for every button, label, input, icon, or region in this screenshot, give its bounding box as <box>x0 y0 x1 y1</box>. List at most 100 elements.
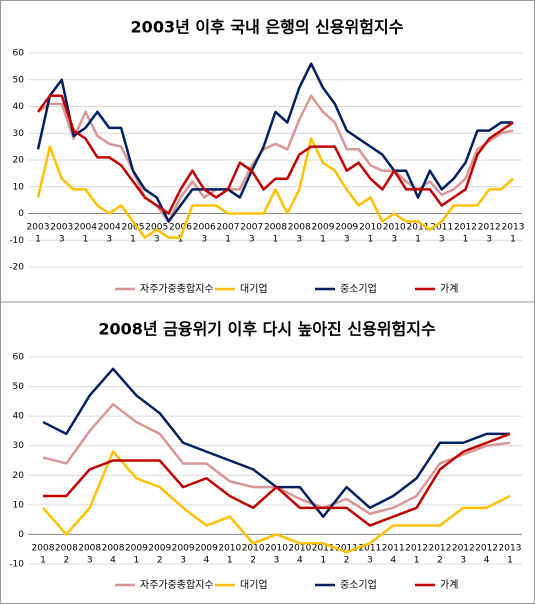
x-tick-quarter: 3 <box>391 234 397 244</box>
x-tick-label: 2004 1 <box>74 222 97 244</box>
x-tick-quarter: 1 <box>463 234 469 244</box>
x-tick-quarter: 1 <box>134 555 140 565</box>
series-line <box>36 94 514 215</box>
x-tick-quarter: 3 <box>486 234 492 244</box>
y-tick-label: 50 <box>13 75 25 85</box>
x-tick-label: 2008 2 <box>55 543 78 565</box>
x-tick-quarter: 3 <box>59 234 65 244</box>
y-tick-label: 60 <box>13 49 25 59</box>
x-tick-quarter: 3 <box>106 234 112 244</box>
x-tick-label: 2006 1 <box>169 222 192 244</box>
x-tick-quarter: 1 <box>414 555 420 565</box>
y-tick-label: 60 <box>13 353 25 363</box>
x-tick-quarter: 1 <box>225 234 231 244</box>
x-tick-label: 2010 1 <box>359 222 382 244</box>
x-tick-quarter: 3 <box>180 555 186 565</box>
x-tick-label: 2007 3 <box>240 222 263 244</box>
x-tick-label: 2012 3 <box>478 222 501 244</box>
legend-label: 대기업 <box>240 282 268 295</box>
y-tick-label: 10 <box>13 182 25 192</box>
legend-label: 자주가중종합지수 <box>140 283 214 295</box>
x-tick-label: 2006 3 <box>193 222 216 244</box>
y-tick-label: 20 <box>13 156 25 166</box>
x-tick-quarter: 1 <box>35 234 41 244</box>
x-tick-quarter: 1 <box>320 234 326 244</box>
legend-label: 대기업 <box>240 578 268 591</box>
x-tick-year: 2010 <box>383 222 406 232</box>
x-tick-year: 2010 <box>218 543 241 553</box>
x-tick-year: 2010 <box>265 543 288 553</box>
x-tick-quarter: 1 <box>320 555 326 565</box>
x-tick-quarter: 3 <box>274 555 280 565</box>
x-tick-label: 2010 1 <box>218 543 241 565</box>
x-tick-year: 2007 <box>217 222 240 232</box>
x-tick-year: 2011 <box>430 222 453 232</box>
x-tick-year: 2004 <box>98 222 121 232</box>
x-tick-quarter: 4 <box>204 555 210 565</box>
x-tick-year: 2008 <box>55 543 78 553</box>
y-tick-label: -20 <box>9 263 24 273</box>
legend-label: 자주가중종합지수 <box>140 579 214 591</box>
x-tick-year: 2008 <box>32 543 55 553</box>
y-tick-label: 50 <box>13 382 25 392</box>
x-tick-quarter: 1 <box>510 234 516 244</box>
x-tick-year: 2011 <box>335 543 358 553</box>
series-line <box>36 137 514 239</box>
x-tick-year: 2013 <box>502 222 525 232</box>
x-tick-quarter: 3 <box>460 555 466 565</box>
x-tick-label: 2009 1 <box>312 222 335 244</box>
x-tick-label: 2008 4 <box>102 543 125 565</box>
x-tick-label: 2009 3 <box>172 543 195 565</box>
x-tick-year: 2003 <box>27 222 50 232</box>
x-tick-label: 2009 1 <box>125 543 148 565</box>
x-tick-year: 2004 <box>74 222 97 232</box>
x-tick-quarter: 3 <box>201 234 207 244</box>
x-tick-label: 2013 1 <box>499 543 522 565</box>
x-tick-year: 2011 <box>407 222 430 232</box>
x-tick-year: 2008 <box>264 222 287 232</box>
x-tick-year: 2006 <box>169 222 192 232</box>
y-tick-label: 0 <box>18 530 24 540</box>
x-tick-quarter: 2 <box>344 555 350 565</box>
y-tick-label: 0 <box>18 209 24 219</box>
x-tick-quarter: 2 <box>250 555 256 565</box>
y-tick-label: 40 <box>13 102 25 112</box>
x-tick-year: 2005 <box>122 222 145 232</box>
x-tick-year: 2011 <box>382 543 405 553</box>
x-tick-label: 2003 3 <box>50 222 73 244</box>
y-tick-label: 30 <box>13 441 25 451</box>
x-tick-label: 2005 1 <box>122 222 145 244</box>
x-tick-label: 2011 1 <box>407 222 430 244</box>
x-tick-label: 2008 1 <box>32 543 55 565</box>
x-tick-label: 2009 2 <box>148 543 171 565</box>
x-tick-label: 2009 4 <box>195 543 218 565</box>
x-tick-year: 2012 <box>405 543 428 553</box>
y-tick-label: 30 <box>13 129 25 139</box>
x-tick-quarter: 1 <box>507 555 513 565</box>
x-tick-year: 2012 <box>454 222 477 232</box>
x-tick-quarter: 3 <box>249 234 255 244</box>
x-tick-label: 2012 4 <box>475 543 498 565</box>
x-tick-year: 2008 <box>78 543 101 553</box>
y-tick-label: 40 <box>13 412 25 422</box>
x-tick-year: 2005 <box>145 222 168 232</box>
x-tick-label: 2007 1 <box>217 222 240 244</box>
x-tick-label: 2004 3 <box>98 222 121 244</box>
x-tick-label: 2008 1 <box>264 222 287 244</box>
x-tick-year: 2006 <box>193 222 216 232</box>
x-tick-label: 2012 3 <box>452 543 475 565</box>
x-tick-quarter: 2 <box>437 555 443 565</box>
x-tick-quarter: 1 <box>415 234 421 244</box>
x-tick-year: 2007 <box>240 222 263 232</box>
x-tick-label: 2010 3 <box>383 222 406 244</box>
x-tick-label: 2008 3 <box>288 222 311 244</box>
x-tick-quarter: 4 <box>110 555 116 565</box>
chart-title: 2008년 금융위기 이후 다시 높아진 신용위험지수 <box>98 320 436 339</box>
x-tick-year: 2012 <box>478 222 501 232</box>
series-line <box>36 62 513 223</box>
x-tick-year: 2009 <box>195 543 218 553</box>
x-tick-label: 2011 2 <box>335 543 358 565</box>
x-tick-year: 2009 <box>312 222 335 232</box>
x-tick-year: 2010 <box>359 222 382 232</box>
x-tick-label: 2010 4 <box>288 543 311 565</box>
